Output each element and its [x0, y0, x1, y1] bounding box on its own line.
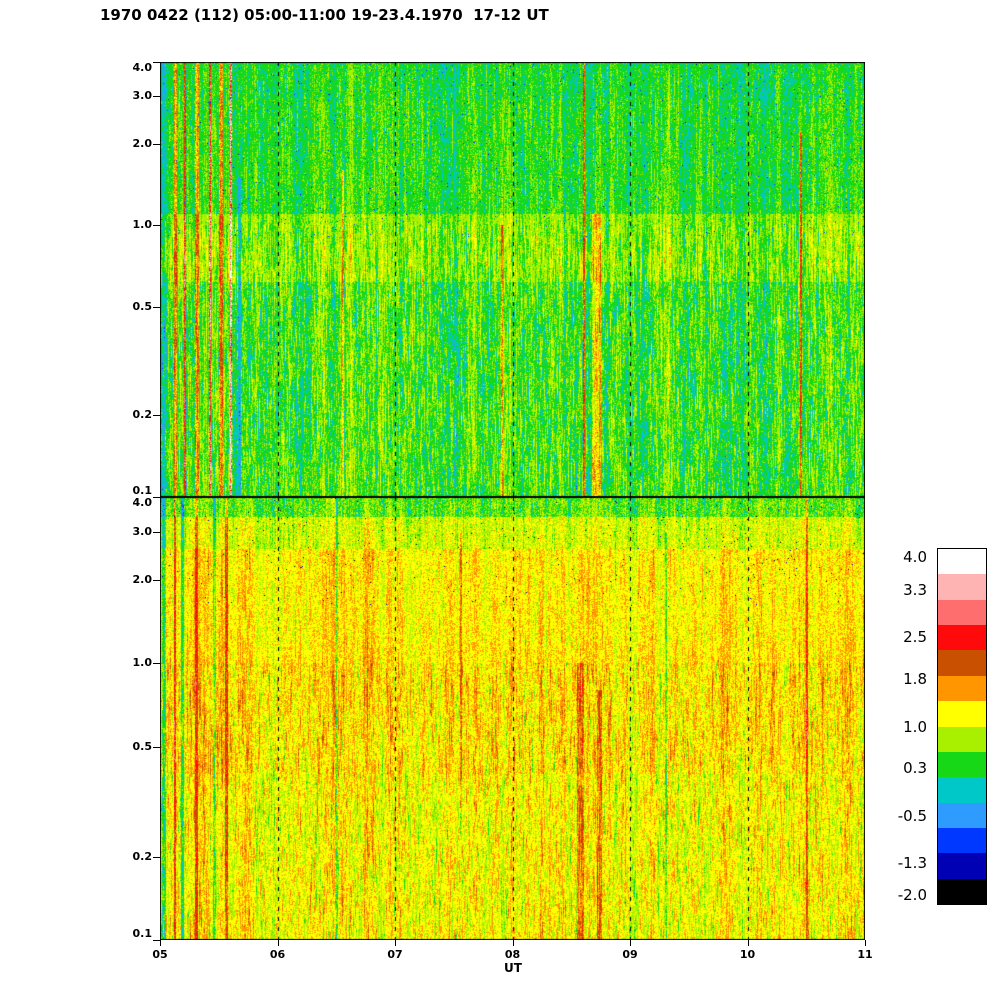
spectrogram-panel-lower	[160, 497, 865, 940]
colorbar-segment	[938, 599, 986, 626]
colorbar-tick-label: -1.3	[897, 854, 927, 873]
y-tick-label: 0.1	[132, 927, 153, 940]
colorbar-segment	[938, 701, 986, 727]
y-axis-tick	[153, 663, 160, 664]
y-tick-label: 1.0	[132, 218, 153, 232]
x-axis-tick	[395, 940, 396, 946]
x-tick-label: 09	[622, 948, 638, 961]
colorbar-tick-label: 1.0	[903, 717, 927, 736]
y-axis-tick	[153, 307, 160, 308]
y-axis-tick	[153, 96, 160, 97]
colorbar-segment	[938, 549, 986, 575]
colorbar-segment	[938, 827, 986, 854]
y-tick-label: 3.0	[132, 524, 153, 538]
colorbar-tick-label: -2.0	[897, 886, 927, 904]
x-tick-label: 11	[857, 948, 873, 961]
colorbar-segment	[938, 574, 986, 600]
colorbar-segment	[938, 625, 986, 651]
colorbar-segment	[938, 853, 986, 879]
x-tick-label: 06	[269, 948, 286, 961]
x-axis-tick	[865, 940, 866, 946]
y-tick-label: 4.0	[132, 496, 153, 509]
y-tick-label: 0.5	[132, 739, 153, 753]
colorbar-segment	[938, 878, 986, 905]
colorbar-segment	[938, 777, 986, 803]
x-axis-title: UT	[504, 961, 522, 975]
colorbar-segment	[938, 675, 986, 702]
y-axis-tick	[153, 415, 160, 416]
x-tick-label: 08	[504, 948, 521, 961]
colorbar-segment	[938, 751, 986, 778]
y-tick-label: 0.1	[132, 484, 153, 497]
x-tick-label: 05	[152, 948, 168, 961]
y-axis-tick	[153, 532, 160, 533]
y-tick-label: 0.2	[132, 849, 153, 863]
colorbar	[937, 548, 987, 905]
colorbar-segment	[938, 650, 986, 676]
x-axis-tick	[630, 940, 631, 946]
y-axis-tick	[153, 580, 160, 581]
colorbar-tick-label: 2.5	[903, 628, 927, 647]
y-axis-tick	[153, 62, 160, 63]
y-tick-label: 2.0	[132, 573, 153, 587]
colorbar-tick-label: 1.8	[903, 669, 927, 688]
x-axis-tick	[160, 940, 161, 946]
y-axis-tick	[153, 225, 160, 226]
x-axis-tick	[748, 940, 749, 946]
spectrogram-panel-upper	[160, 62, 865, 497]
y-tick-label: 0.2	[132, 408, 153, 422]
colorbar-segment	[938, 726, 986, 752]
y-tick-label: 1.0	[132, 656, 153, 670]
y-tick-label: 3.0	[132, 88, 153, 102]
colorbar-segment	[938, 802, 986, 828]
colorbar-tick-label: 3.3	[903, 580, 927, 599]
colorbar-tick-label: 0.3	[903, 759, 927, 778]
y-tick-label: 0.5	[132, 300, 153, 314]
x-tick-label: 10	[739, 948, 756, 961]
colorbar-tick-label: -0.5	[897, 806, 927, 825]
x-tick-label: 07	[387, 948, 403, 961]
x-axis-tick	[278, 940, 279, 946]
y-axis-tick	[153, 497, 160, 498]
y-axis-tick	[153, 747, 160, 748]
colorbar-tick-label: 4.0	[903, 548, 927, 566]
y-tick-label: 4.0	[132, 61, 153, 74]
y-axis-tick	[153, 857, 160, 858]
y-axis-tick	[153, 940, 160, 941]
chart-title: 1970 0422 (112) 05:00-11:00 19-23.4.1970…	[100, 6, 549, 24]
x-axis-tick	[513, 940, 514, 946]
y-tick-label: 2.0	[132, 136, 153, 150]
y-axis-tick	[153, 144, 160, 145]
